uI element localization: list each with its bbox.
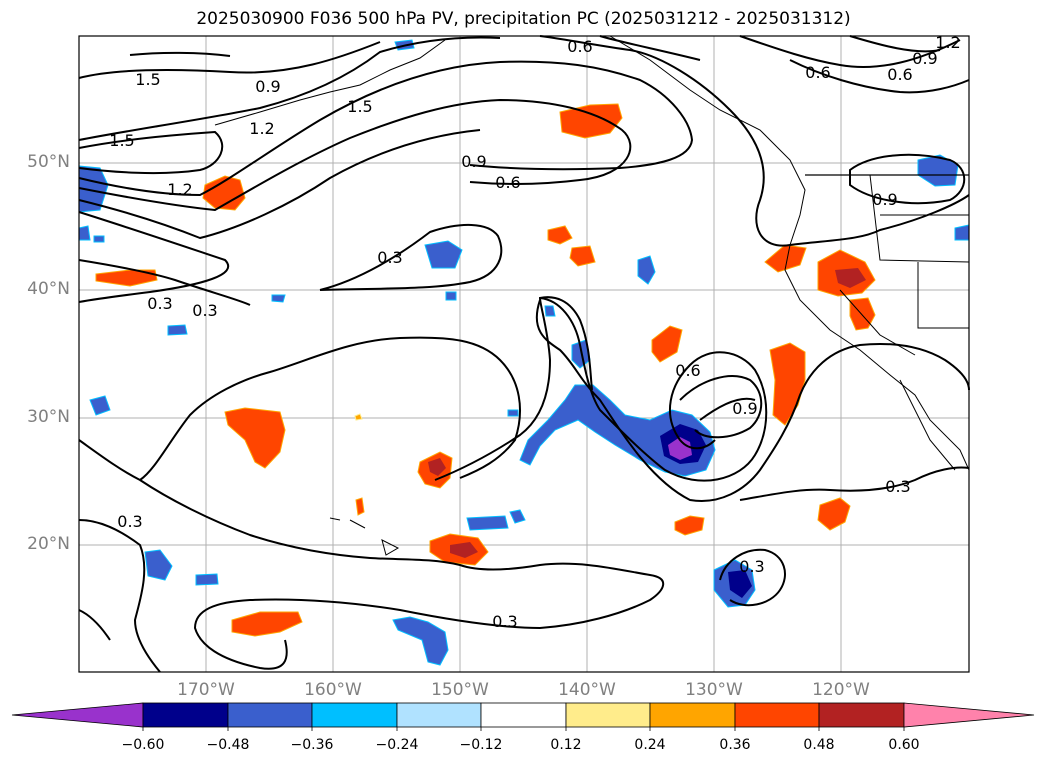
contour-label: 0.6: [495, 173, 520, 192]
colorbar-tick-label: −0.24: [375, 737, 419, 753]
colorbar: [11, 702, 1035, 731]
contour-label: 0.3: [492, 612, 517, 631]
contour-label: 1.5: [347, 97, 372, 116]
contour-label: 0.6: [675, 361, 700, 380]
contour-label: 1.2: [249, 119, 274, 138]
contour-label: 1.5: [109, 131, 134, 150]
coastlines: [214, 35, 970, 556]
contour-label: 0.3: [377, 248, 402, 267]
contour-label: 0.9: [255, 77, 280, 96]
lon-tick-label: 150°W: [431, 680, 489, 700]
contour-label: 0.6: [567, 37, 592, 56]
contour-label: 1.2: [935, 33, 960, 52]
colorbar-tick-label: −0.36: [290, 737, 334, 753]
contour-label: 0.3: [885, 477, 910, 496]
lat-tick-label: 40°N: [27, 279, 70, 299]
contour-label: 0.6: [887, 65, 912, 84]
colorbar-tick-label: −0.48: [206, 737, 250, 753]
lon-tick-label: 140°W: [558, 680, 616, 700]
contour-label: 0.3: [192, 301, 217, 320]
colorbar-tick-label: −0.60: [121, 737, 165, 753]
gridlines: [79, 36, 969, 672]
contour-label: 0.9: [912, 49, 937, 68]
contour-label: 1.5: [135, 70, 160, 89]
lon-tick-label: 120°W: [812, 680, 870, 700]
lon-tick-label: 160°W: [304, 680, 362, 700]
lat-tick-label: 50°N: [27, 152, 70, 172]
contour-label: 0.3: [739, 557, 764, 576]
precipitation-shading: [78, 39, 970, 666]
contour-label: 0.9: [732, 399, 757, 418]
lat-tick-label: 30°N: [27, 407, 70, 427]
colorbar-tick-label: 0.60: [888, 737, 920, 753]
colorbar-tick-label: −0.12: [459, 737, 503, 753]
colorbar-tick-label: 0.12: [550, 737, 582, 753]
lon-tick-label: 170°W: [177, 680, 235, 700]
map-title: 2025030900 F036 500 hPa PV, precipitatio…: [196, 9, 851, 29]
contour-label: 0.3: [117, 512, 142, 531]
contour-label: 1.2: [167, 180, 192, 199]
contour-label: 0.6: [805, 63, 830, 82]
contour-label: 0.3: [147, 294, 172, 313]
colorbar-tick-label: 0.48: [803, 737, 835, 753]
contour-label: 0.9: [872, 190, 897, 209]
contour-labels: 1.5 0.9 1.2 1.5 1.5 1.2 0.6 0.6 1.2 0.6 …: [109, 33, 960, 631]
colorbar-tick-label: 0.36: [719, 737, 751, 753]
contour-label: 0.9: [461, 152, 486, 171]
pv-contours: [78, 35, 970, 673]
colorbar-tick-label: 0.24: [634, 737, 666, 753]
lat-tick-label: 20°N: [27, 534, 70, 554]
lon-tick-label: 130°W: [685, 680, 743, 700]
